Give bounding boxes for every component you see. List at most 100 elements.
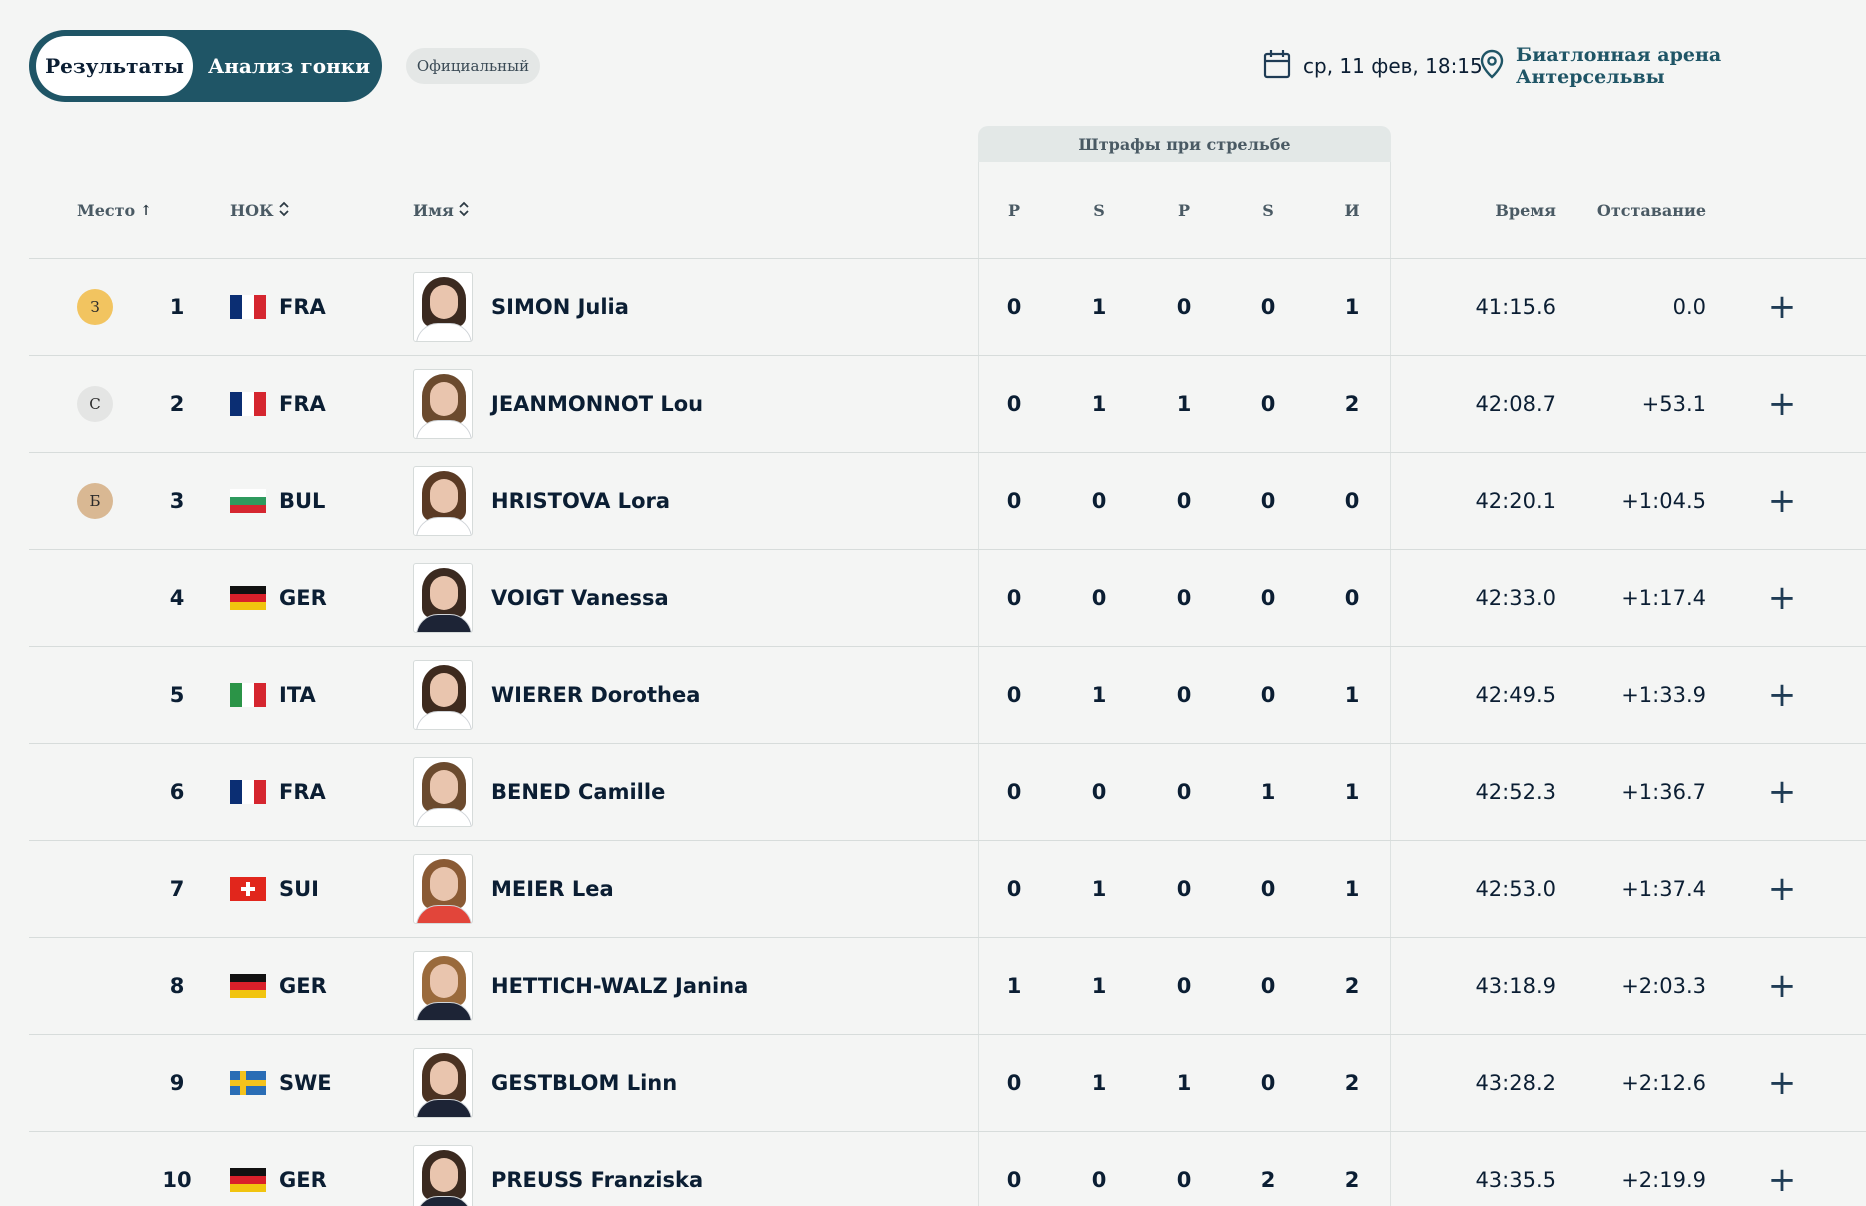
penalty-value: 0 <box>1176 683 1192 707</box>
rank: 3 <box>169 489 185 513</box>
noc-code: GER <box>279 586 327 610</box>
athlete-cell[interactable]: HETTICH-WALZ Janina <box>413 938 748 1034</box>
expand-row-plus-icon[interactable]: + <box>1767 481 1797 521</box>
expand-row-plus-icon[interactable]: + <box>1767 1160 1797 1200</box>
penalty-columns-background <box>978 162 1391 1206</box>
view-toggle: Результаты Анализ гонки <box>29 30 382 102</box>
athlete-cell[interactable]: PREUSS Franziska <box>413 1132 703 1206</box>
athlete-name: BENED Camille <box>491 780 666 804</box>
location-pin-icon <box>1480 49 1504 84</box>
finish-time: 43:28.2 <box>1475 1071 1556 1095</box>
penalty-total: 2 <box>1344 392 1360 416</box>
finish-time: 42:08.7 <box>1475 392 1556 416</box>
athlete-cell[interactable]: SIMON Julia <box>413 259 629 355</box>
flag-ger-icon <box>230 586 266 610</box>
column-header-place[interactable]: Место ↑ <box>77 162 152 259</box>
event-date-text: ср, 11 фев, 18:15 <box>1303 54 1483 78</box>
column-header-noc[interactable]: НОК <box>230 162 289 259</box>
time-behind: 0.0 <box>1672 295 1706 319</box>
table-row: 4 GER VOIGT Vanessa 0 0 0 0 0 42:33.0 +1:17.4 + <box>29 550 1866 647</box>
time-behind: +1:04.5 <box>1621 489 1706 513</box>
expand-row-plus-icon[interactable]: + <box>1767 675 1797 715</box>
expand-row-plus-icon[interactable]: + <box>1767 384 1797 424</box>
event-venue[interactable]: Биатлонная арена Антерсельвы <box>1480 44 1866 88</box>
table-row: 5 ITA WIERER Dorothea 0 1 0 0 1 42:49.5 +1:33.9 + <box>29 647 1866 744</box>
finish-time: 42:33.0 <box>1475 586 1556 610</box>
penalty-value: 0 <box>1260 489 1276 513</box>
noc-code: GER <box>279 1168 327 1192</box>
finish-time: 42:20.1 <box>1475 489 1556 513</box>
athlete-cell[interactable]: VOIGT Vanessa <box>413 550 669 646</box>
athlete-name: JEANMONNOT Lou <box>491 392 704 416</box>
rank: 2 <box>169 392 185 416</box>
expand-row-plus-icon[interactable]: + <box>1767 578 1797 618</box>
column-header-noc-label: НОК <box>230 201 274 220</box>
penalty-value: 1 <box>1091 974 1107 998</box>
flag-bul-icon <box>230 489 266 513</box>
flag-fra-icon <box>230 780 266 804</box>
athlete-cell[interactable]: GESTBLOM Linn <box>413 1035 677 1131</box>
noc-code: FRA <box>279 295 326 319</box>
time-behind: +2:12.6 <box>1621 1071 1706 1095</box>
penalty-value: 1 <box>1091 683 1107 707</box>
penalty-total: 0 <box>1344 489 1360 513</box>
penalty-value: 0 <box>1091 489 1107 513</box>
table-row: С 2 FRA JEANMONNOT Lou 0 1 1 0 2 42:08.7 +53.1 + <box>29 356 1866 453</box>
rank: 8 <box>169 974 185 998</box>
penalty-value: 1 <box>1006 974 1022 998</box>
expand-row-plus-icon[interactable]: + <box>1767 966 1797 1006</box>
penalty-total: 1 <box>1344 780 1360 804</box>
rank: 9 <box>169 1071 185 1095</box>
athlete-cell[interactable]: MEIER Lea <box>413 841 614 937</box>
noc-cell: SWE <box>230 1035 332 1131</box>
table-row: 8 GER HETTICH-WALZ Janina 1 1 0 0 2 43:18.9 +2:03… <box>29 938 1866 1035</box>
penalty-value: 0 <box>1176 489 1192 513</box>
athlete-cell[interactable]: JEANMONNOT Lou <box>413 356 703 452</box>
athlete-cell[interactable]: WIERER Dorothea <box>413 647 700 743</box>
noc-cell: GER <box>230 1132 327 1206</box>
column-header-name[interactable]: Имя <box>413 162 469 259</box>
time-behind: +1:37.4 <box>1621 877 1706 901</box>
athlete-cell[interactable]: BENED Camille <box>413 744 665 840</box>
noc-cell: GER <box>230 938 327 1034</box>
athlete-photo <box>413 369 473 439</box>
finish-time: 42:49.5 <box>1475 683 1556 707</box>
tab-results[interactable]: Результаты <box>36 36 193 96</box>
penalty-value: 0 <box>1091 780 1107 804</box>
medal-badge: З <box>77 289 113 325</box>
penalty-value: 1 <box>1091 877 1107 901</box>
finish-time: 43:35.5 <box>1475 1168 1556 1192</box>
expand-row-plus-icon[interactable]: + <box>1767 287 1797 327</box>
athlete-name: SIMON Julia <box>491 295 629 319</box>
noc-code: GER <box>279 974 327 998</box>
column-header-shoot-4: S <box>1262 201 1274 220</box>
penalty-value: 0 <box>1006 1168 1022 1192</box>
medal-badge: С <box>77 386 113 422</box>
expand-row-plus-icon[interactable]: + <box>1767 1063 1797 1103</box>
penalty-value: 0 <box>1260 1071 1276 1095</box>
column-header-shoot-1: P <box>1007 201 1021 220</box>
penalty-value: 0 <box>1176 295 1192 319</box>
time-behind: +1:33.9 <box>1621 683 1706 707</box>
table-header: Место ↑ НОК Имя P S P S И Время Отставан… <box>29 162 1866 259</box>
penalty-total: 1 <box>1344 877 1360 901</box>
penalty-value: 0 <box>1006 489 1022 513</box>
noc-code: SUI <box>279 877 319 901</box>
athlete-name: GESTBLOM Linn <box>491 1071 678 1095</box>
athlete-name: HETTICH-WALZ Janina <box>491 974 749 998</box>
penalty-total: 0 <box>1344 586 1360 610</box>
table-row: 6 FRA BENED Camille 0 0 0 1 1 42:52.3 +1:36.7 + <box>29 744 1866 841</box>
athlete-photo <box>413 1145 473 1206</box>
noc-cell: GER <box>230 550 327 646</box>
column-header-shoot-2: S <box>1093 201 1105 220</box>
penalty-value: 0 <box>1260 877 1276 901</box>
tab-race-analysis[interactable]: Анализ гонки <box>207 54 371 78</box>
athlete-cell[interactable]: HRISTOVA Lora <box>413 453 670 549</box>
penalty-value: 0 <box>1260 295 1276 319</box>
rank: 10 <box>162 1168 192 1192</box>
expand-row-plus-icon[interactable]: + <box>1767 869 1797 909</box>
penalty-value: 0 <box>1176 780 1192 804</box>
athlete-photo <box>413 1048 473 1118</box>
expand-row-plus-icon[interactable]: + <box>1767 772 1797 812</box>
penalty-value: 0 <box>1176 877 1192 901</box>
